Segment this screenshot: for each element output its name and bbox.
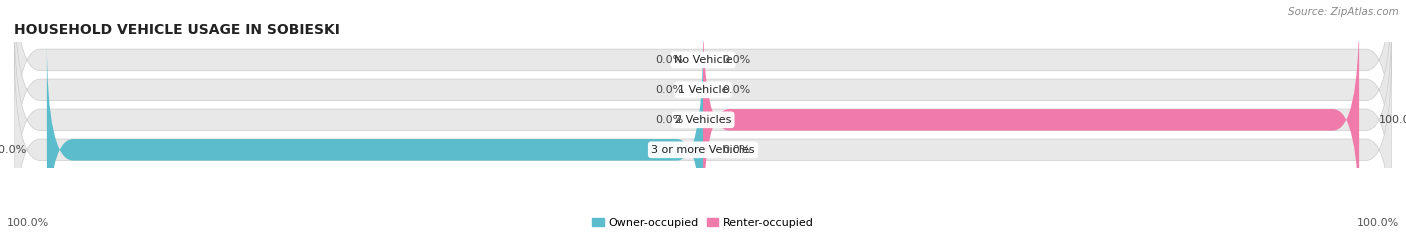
- Text: 100.0%: 100.0%: [0, 145, 27, 155]
- Text: 2 Vehicles: 2 Vehicles: [675, 115, 731, 125]
- FancyBboxPatch shape: [14, 0, 1392, 169]
- FancyBboxPatch shape: [46, 41, 703, 233]
- Legend: Owner-occupied, Renter-occupied: Owner-occupied, Renter-occupied: [592, 218, 814, 228]
- Text: 0.0%: 0.0%: [655, 115, 683, 125]
- Text: 0.0%: 0.0%: [723, 85, 751, 95]
- Text: 100.0%: 100.0%: [7, 218, 49, 228]
- Text: 0.0%: 0.0%: [723, 55, 751, 65]
- Text: 0.0%: 0.0%: [723, 145, 751, 155]
- FancyBboxPatch shape: [14, 11, 1392, 229]
- Text: 100.0%: 100.0%: [1379, 115, 1406, 125]
- Text: 0.0%: 0.0%: [655, 85, 683, 95]
- FancyBboxPatch shape: [14, 0, 1392, 199]
- Text: 100.0%: 100.0%: [1357, 218, 1399, 228]
- FancyBboxPatch shape: [14, 41, 1392, 233]
- FancyBboxPatch shape: [703, 11, 1360, 229]
- Text: No Vehicle: No Vehicle: [673, 55, 733, 65]
- Text: HOUSEHOLD VEHICLE USAGE IN SOBIESKI: HOUSEHOLD VEHICLE USAGE IN SOBIESKI: [14, 24, 340, 38]
- Text: 3 or more Vehicles: 3 or more Vehicles: [651, 145, 755, 155]
- Text: 1 Vehicle: 1 Vehicle: [678, 85, 728, 95]
- Text: 0.0%: 0.0%: [655, 55, 683, 65]
- Text: Source: ZipAtlas.com: Source: ZipAtlas.com: [1288, 7, 1399, 17]
